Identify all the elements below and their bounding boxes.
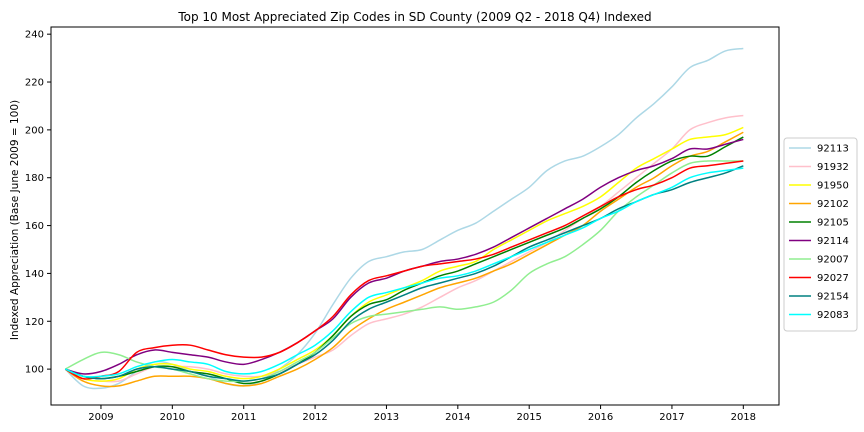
y-tick-label: 160 [25,221,44,232]
legend-label: 92113 [817,144,849,155]
series-line-92083 [64,167,744,378]
series-line-92114 [65,138,744,375]
series-line-92027 [64,160,744,380]
x-tick-label: 2017 [659,412,684,423]
legend-label: 92007 [817,255,849,266]
y-tick-label: 220 [25,78,44,89]
x-tick-label: 2015 [516,412,541,423]
plot-area [50,26,780,406]
series-line-92105 [64,136,744,385]
y-axis-label: Indexed Appreciation (Base June 2009 = 1… [9,100,21,340]
legend-box [783,137,858,332]
legend-label: 91950 [817,181,849,192]
y-tick-label: 180 [25,173,44,184]
x-tick-label: 2016 [588,412,613,423]
y-tick-label: 140 [25,269,44,280]
series-line-92113 [64,47,744,390]
series-line-91932 [64,114,744,383]
x-tick-label: 2014 [445,412,470,423]
chart-title: Top 10 Most Appreciated Zip Codes in SD … [177,10,651,24]
legend-label: 92154 [817,292,849,303]
legend-label: 92102 [817,199,849,210]
y-axis: 100 120 140 160 180 200 220 240 [25,30,51,376]
legend-label: 92027 [817,273,849,284]
series-line-91950 [64,126,744,382]
y-tick-label: 120 [25,317,44,328]
x-tick-label: 2013 [374,412,399,423]
y-tick-label: 240 [25,30,44,41]
x-tick-label: 2010 [160,412,185,423]
x-axis: 2009 2010 2011 2012 2013 2014 2015 2016 2017 2018 [88,405,756,423]
legend-label: 91932 [817,162,849,173]
legend: 92113 91932 91950 92102 92105 92114 92007 92027… [783,137,858,332]
series-line-92154 [64,165,744,382]
legend-label: 92114 [817,236,849,247]
x-tick-label: 2011 [231,412,256,423]
legend-label: 92105 [817,218,849,229]
x-tick-label: 2018 [731,412,756,423]
series-line-92102 [64,131,744,388]
y-tick-label: 100 [25,365,44,376]
y-tick-label: 200 [25,125,44,136]
x-tick-label: 2009 [88,412,113,423]
x-tick-label: 2012 [302,412,327,423]
series-lines [64,47,744,390]
legend-label: 92083 [817,310,849,321]
